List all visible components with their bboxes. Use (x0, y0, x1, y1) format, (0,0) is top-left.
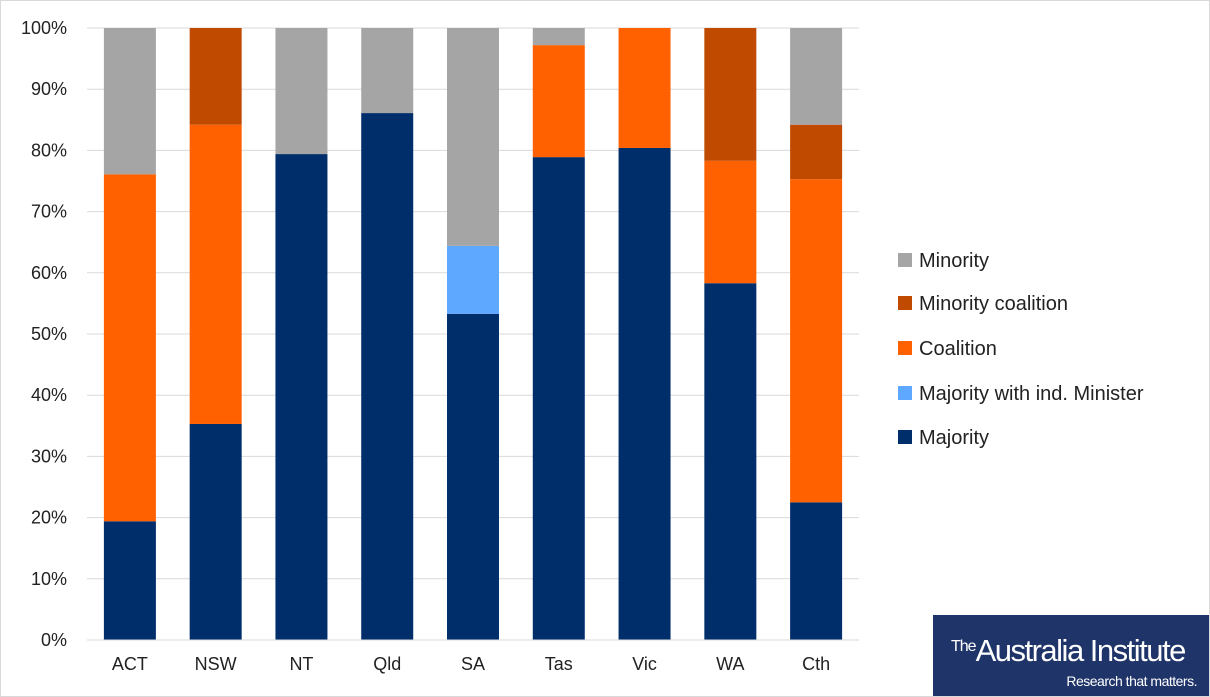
y-tick-label: 100% (21, 18, 67, 38)
legend-label: Majority (919, 427, 989, 449)
bar-segment-NSW-majority (189, 423, 242, 640)
bar-segment-WA-majority (704, 283, 757, 640)
x-tick-label: Cth (802, 654, 830, 674)
legend-swatch (898, 341, 912, 355)
bar-segment-WA-minority-coalition (704, 28, 757, 161)
y-tick-label: 20% (31, 508, 67, 528)
y-tick-label: 70% (31, 202, 67, 222)
y-tick-label: 30% (31, 446, 67, 466)
x-tick-label: Tas (545, 654, 573, 674)
y-tick-label: 80% (31, 140, 67, 160)
bar-segment-Cth-majority (790, 502, 843, 640)
y-tick-label: 40% (31, 385, 67, 405)
legend-label: Minority coalition (919, 293, 1068, 315)
bar-segment-Qld-majority (361, 113, 414, 641)
x-tick-label: SA (461, 654, 485, 674)
x-tick-label: WA (716, 654, 744, 674)
bar-segment-Cth-minority-coalition (790, 124, 843, 180)
bar-segment-NT-minority (275, 28, 328, 155)
bar-segment-Vic-majority (618, 147, 671, 640)
x-tick-label: NSW (195, 654, 237, 674)
x-tick-label: ACT (112, 654, 148, 674)
australia-institute-logo: TheAustralia Institute Research that mat… (933, 615, 1209, 696)
logo-tagline: Research that matters. (1066, 673, 1197, 689)
legend-label: Minority (919, 250, 989, 272)
bar-segment-SA-majority (447, 313, 499, 640)
legend-swatch (898, 296, 912, 310)
legend-swatch (898, 386, 912, 400)
bar-segment-Qld-minority (361, 28, 414, 114)
logo-name: TheAustralia Institute (951, 633, 1186, 668)
y-tick-label: 50% (31, 324, 67, 344)
bar-segment-ACT-majority (103, 521, 156, 640)
y-tick-label: 0% (41, 630, 67, 650)
legend-swatch (898, 430, 912, 444)
bar-segment-Tas-coalition (532, 45, 585, 158)
bar-segment-ACT-minority (103, 28, 156, 175)
y-tick-label: 90% (31, 79, 67, 99)
bar-segment-Tas-majority (532, 157, 585, 640)
x-tick-label: Qld (373, 654, 401, 674)
bar-segment-SA-minority (447, 28, 499, 246)
bar-segment-ACT-coalition (103, 174, 156, 522)
bar-segment-WA-coalition (704, 160, 757, 284)
legend-swatch (898, 253, 912, 267)
bar-segment-Vic-coalition (618, 28, 671, 148)
y-tick-label: 60% (31, 263, 67, 283)
bar-segment-NT-majority (275, 154, 328, 640)
bar-segment-SA-majority-with-ind-minister (447, 245, 499, 314)
bar-segment-Tas-minority (532, 28, 585, 46)
legend-label: Coalition (919, 338, 997, 360)
bar-segment-Cth-minority (790, 28, 843, 125)
x-tick-label: NT (289, 654, 313, 674)
x-tick-label: Vic (632, 654, 657, 674)
y-tick-label: 10% (31, 569, 67, 589)
legend-label: Majority with ind. Minister (919, 383, 1144, 405)
bar-segment-NSW-coalition (189, 124, 242, 424)
bar-segment-NSW-minority-coalition (189, 28, 242, 125)
bar-segment-Cth-coalition (790, 179, 843, 503)
